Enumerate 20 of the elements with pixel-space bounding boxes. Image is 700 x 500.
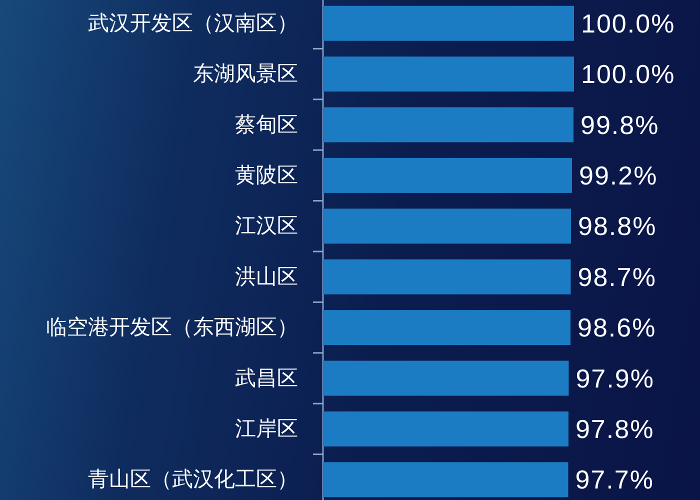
y-tick-label: 武汉开发区（汉南区） (88, 12, 298, 35)
data-label: 98.6% (577, 312, 656, 343)
data-label: 100.0% (581, 59, 676, 90)
y-tick-label: 江汉区 (235, 214, 298, 238)
data-label: 97.7% (575, 464, 654, 495)
data-label: 99.8% (580, 110, 660, 140)
y-tick-label: 洪山区 (235, 265, 298, 288)
y-tick-label: 黄陂区 (235, 164, 298, 187)
data-label: 97.8% (575, 414, 654, 444)
data-label: 98.7% (578, 262, 656, 292)
y-tick-label: 蔡甸区 (235, 113, 298, 136)
y-tick-label: 青山区（武汉化工区） (88, 468, 298, 492)
data-label: 100.0% (581, 8, 676, 38)
y-tick-label: 江岸区 (235, 417, 298, 440)
y-tick-label: 武昌区 (235, 366, 298, 390)
y-tick-label: 东湖风景区 (193, 62, 298, 86)
data-label: 98.8% (578, 211, 657, 242)
data-label: 97.9% (576, 363, 654, 394)
data-label: 99.2% (578, 160, 658, 190)
y-tick-label: 临空港开发区（东西湖区） (46, 316, 298, 340)
